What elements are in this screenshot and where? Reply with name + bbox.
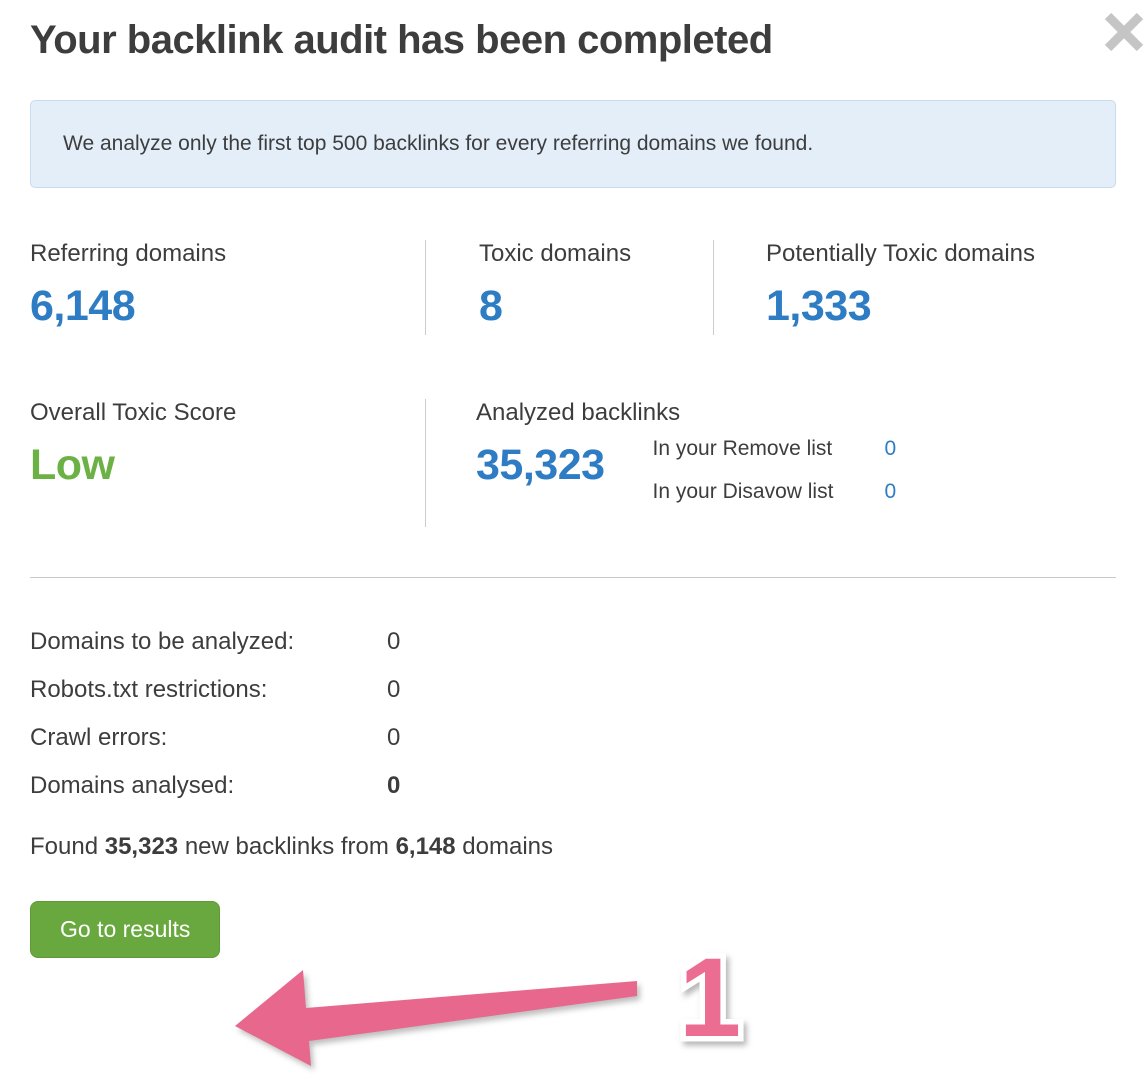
stat-label: Potentially Toxic domains [766, 240, 1036, 267]
progress-row-to-be-analyzed: Domains to be analyzed: 0 [30, 618, 1116, 666]
stat-potentially-toxic-domains: Potentially Toxic domains 1,333 [713, 240, 1035, 335]
toxic-score-value: Low [30, 441, 115, 489]
remove-list-count-link[interactable]: 0 [884, 437, 897, 460]
notice-banner: We analyze only the first top 500 backli… [30, 100, 1116, 188]
stats-row-domains: Referring domains 6,148 Toxic domains 8 … [30, 240, 1116, 335]
stat-overall-toxic-score: Overall Toxic Score Low [30, 399, 425, 527]
progress-value: 0 [387, 724, 401, 751]
remove-list-row: In your Remove list 0 [653, 437, 897, 480]
summary-backlinks-count: 35,323 [104, 833, 179, 860]
progress-row-crawl-errors: Crawl errors: 0 [30, 714, 1116, 762]
progress-row-domains-analysed: Domains analysed: 0 [30, 762, 1116, 810]
progress-label: Robots.txt restrictions: [30, 676, 268, 703]
close-icon[interactable] [1102, 10, 1146, 54]
stat-value: 8 [479, 282, 503, 330]
stat-referring-domains: Referring domains 6,148 [30, 240, 425, 335]
stat-toxic-domains: Toxic domains 8 [425, 240, 713, 335]
stat-label: Overall Toxic Score [30, 399, 237, 426]
progress-value: 0 [387, 676, 401, 703]
remove-list-label: In your Remove list [652, 437, 833, 460]
summary-suffix: domains [462, 833, 554, 860]
crawl-progress-list: Domains to be analyzed: 0 Robots.txt res… [30, 618, 1116, 810]
disavow-list-count-link[interactable]: 0 [884, 480, 897, 503]
stat-value: 1,333 [766, 282, 872, 330]
backlink-audit-modal: Your backlink audit has been completed W… [0, 12, 1146, 958]
stat-value: 6,148 [30, 282, 136, 330]
notice-text: We analyze only the first top 500 backli… [63, 132, 814, 155]
section-divider [30, 577, 1116, 578]
stat-label: Referring domains [30, 240, 227, 267]
stat-label: Toxic domains [479, 240, 632, 267]
disavow-list-label: In your Disavow list [652, 480, 834, 503]
found-summary: Found 35,323 new backlinks from 6,148 do… [30, 833, 1116, 861]
backlink-lists: In your Remove list 0 In your Disavow li… [653, 437, 897, 523]
page-title: Your backlink audit has been completed [30, 18, 773, 62]
go-to-results-button[interactable]: Go to results [30, 901, 221, 958]
progress-value: 0 [387, 628, 401, 655]
progress-label: Domains analysed: [30, 772, 235, 799]
progress-label: Domains to be analyzed: [30, 628, 295, 655]
stat-analyzed-backlinks: Analyzed backlinks 35,323 In your Remove… [425, 399, 896, 527]
stats-row-score: Overall Toxic Score Low Analyzed backlin… [30, 399, 1116, 527]
summary-middle: new backlinks from [184, 833, 389, 860]
disavow-list-row: In your Disavow list 0 [653, 480, 897, 523]
stat-label: Analyzed backlinks [476, 399, 681, 426]
progress-row-robots-restrictions: Robots.txt restrictions: 0 [30, 666, 1116, 714]
progress-value: 0 [387, 772, 401, 799]
analyzed-backlinks-value: 35,323 [476, 441, 605, 489]
summary-domains-count: 6,148 [395, 833, 456, 860]
annotation-arrow-icon [225, 956, 655, 1086]
progress-label: Crawl errors: [30, 724, 168, 751]
summary-prefix: Found [30, 833, 99, 860]
